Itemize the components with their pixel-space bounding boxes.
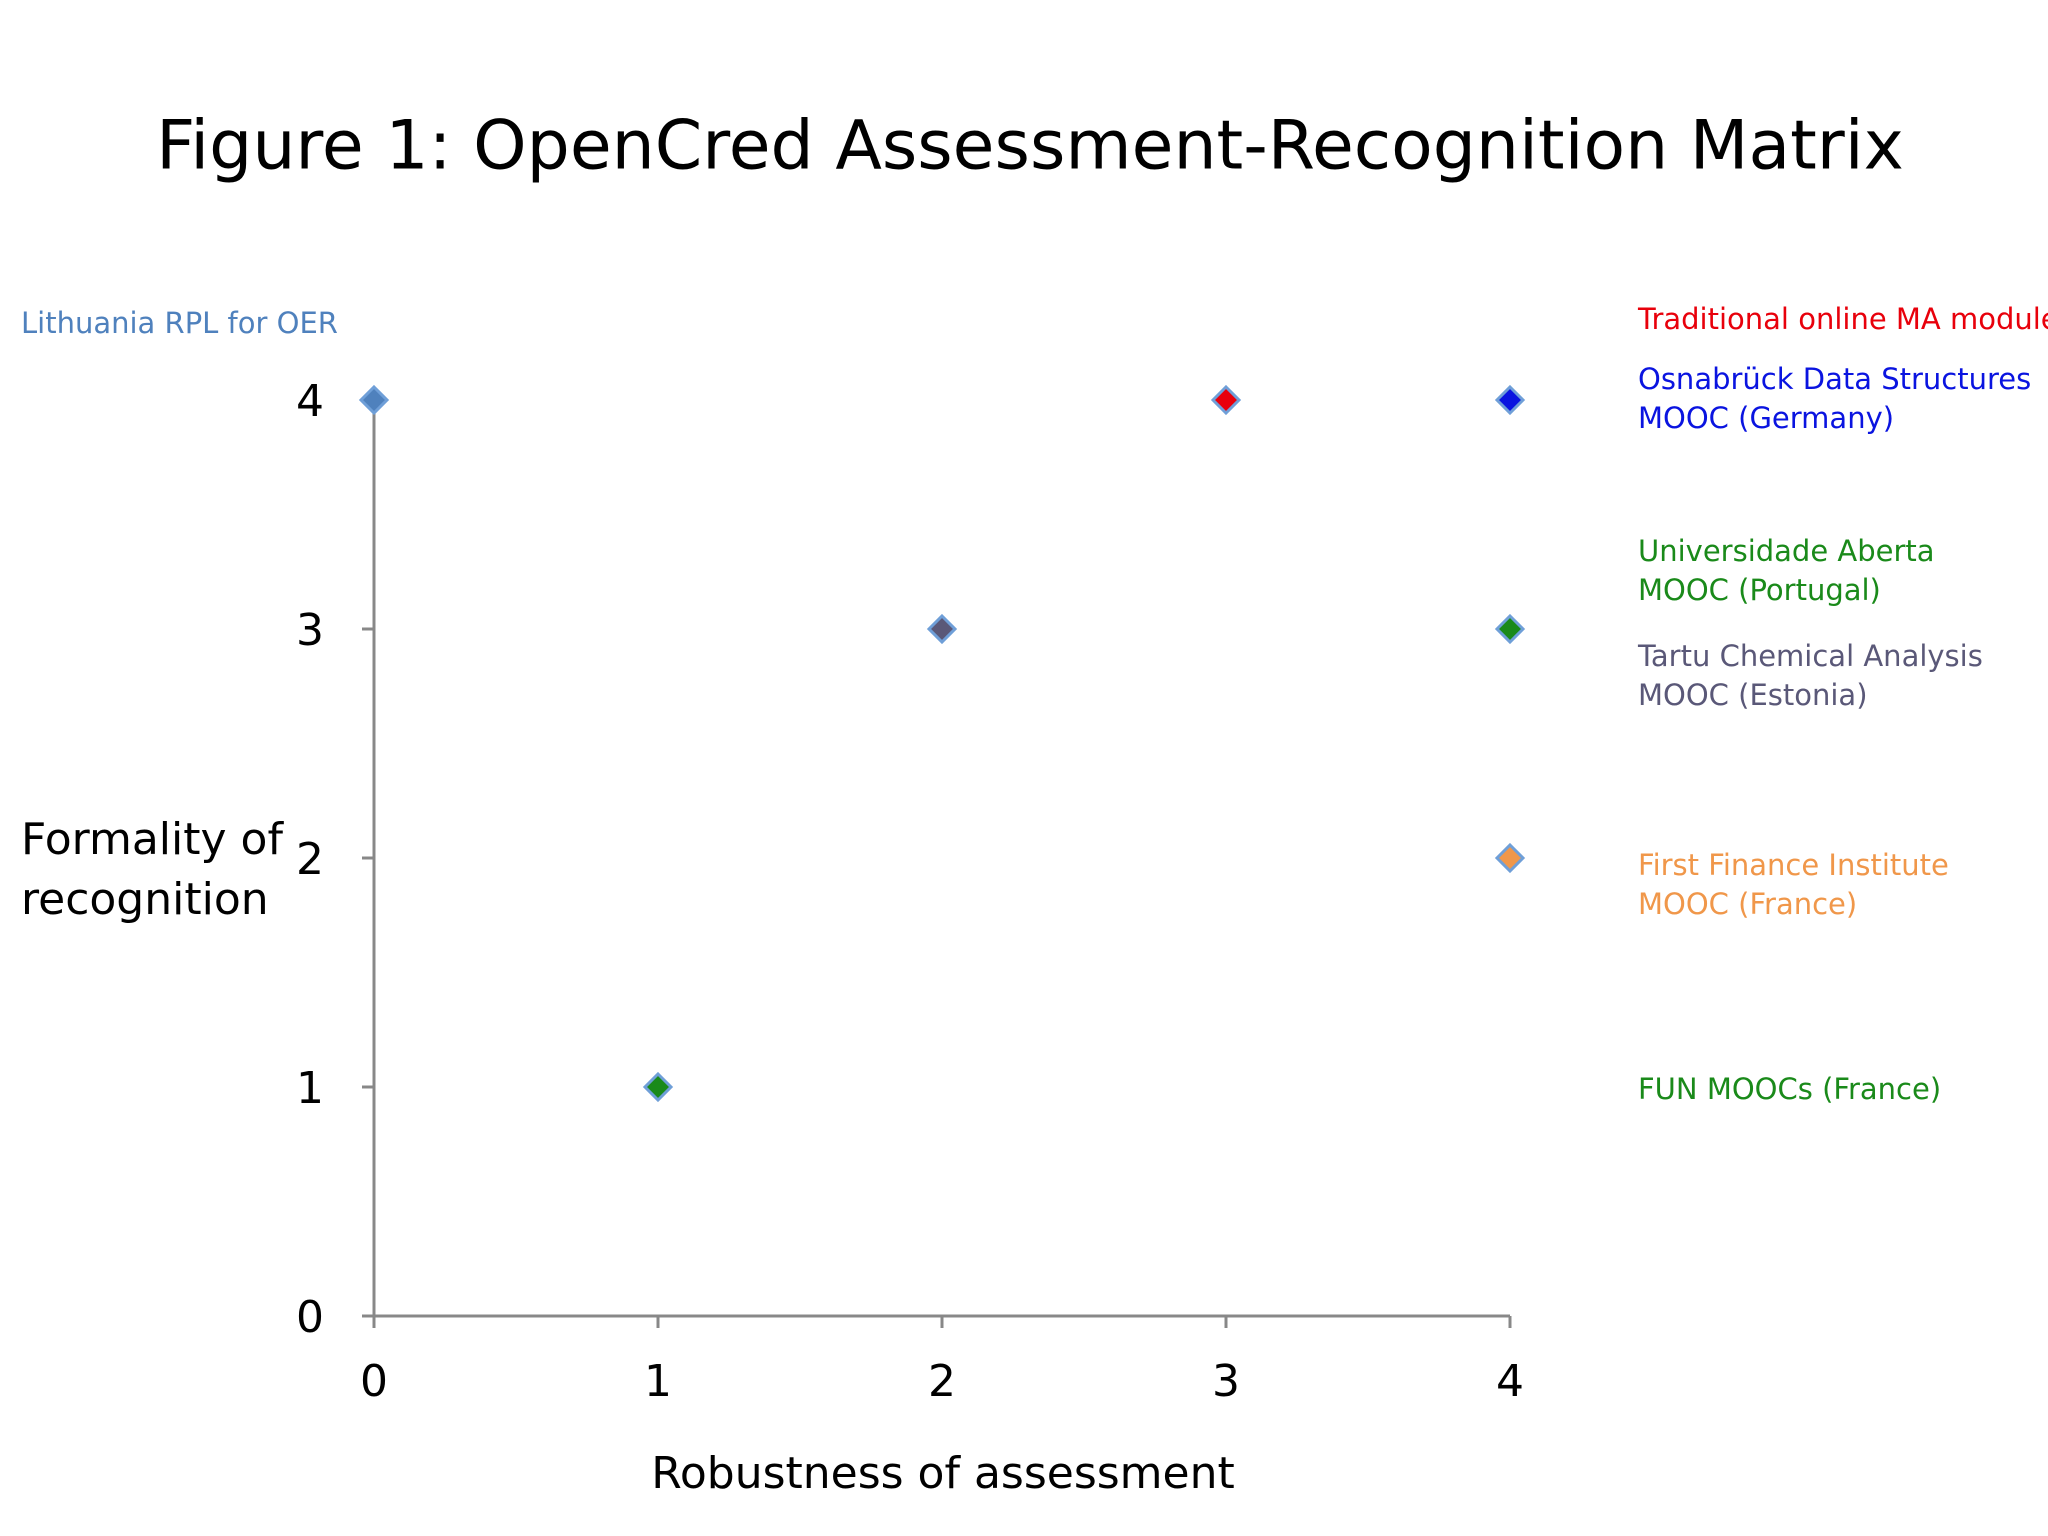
y-tick-label: 0	[296, 1292, 324, 1343]
series-label: Lithuania RPL for OER	[21, 306, 338, 340]
point	[1494, 384, 1526, 416]
x-tick-label: 3	[1212, 1356, 1240, 1407]
x-tick-label: 2	[928, 1356, 956, 1407]
series-label: Tartu Chemical Analysis MOOC (Estonia)	[1638, 639, 1983, 712]
y-tick-label: 4	[296, 376, 324, 427]
y-tick-label: 2	[296, 834, 324, 885]
point	[1494, 842, 1526, 874]
x-tick-label: 0	[360, 1356, 388, 1407]
point	[642, 1071, 674, 1103]
x-axis-label: Robustness of assessment	[651, 1448, 1235, 1499]
y-tick-label: 1	[296, 1063, 324, 1114]
series-label: First Finance Institute MOOC (France)	[1638, 848, 1949, 921]
x-tick-label: 4	[1496, 1356, 1524, 1407]
series-label: Osnabrück Data Structures MOOC (Germany)	[1638, 362, 2032, 435]
point	[358, 384, 390, 416]
chart-title: Figure 1: OpenCred Assessment-Recognitio…	[156, 107, 1904, 186]
series-label: Universidade Aberta MOOC (Portugal)	[1638, 534, 1935, 607]
point	[1210, 384, 1242, 416]
y-axis-label: Formality of recognition	[21, 814, 283, 925]
series-label: Traditional online MA module	[1638, 302, 2048, 336]
y-tick-label: 3	[296, 605, 324, 656]
point	[1494, 613, 1526, 645]
point	[926, 613, 958, 645]
series-label: FUN MOOCs (France)	[1638, 1072, 1942, 1106]
x-tick-label: 1	[644, 1356, 672, 1407]
